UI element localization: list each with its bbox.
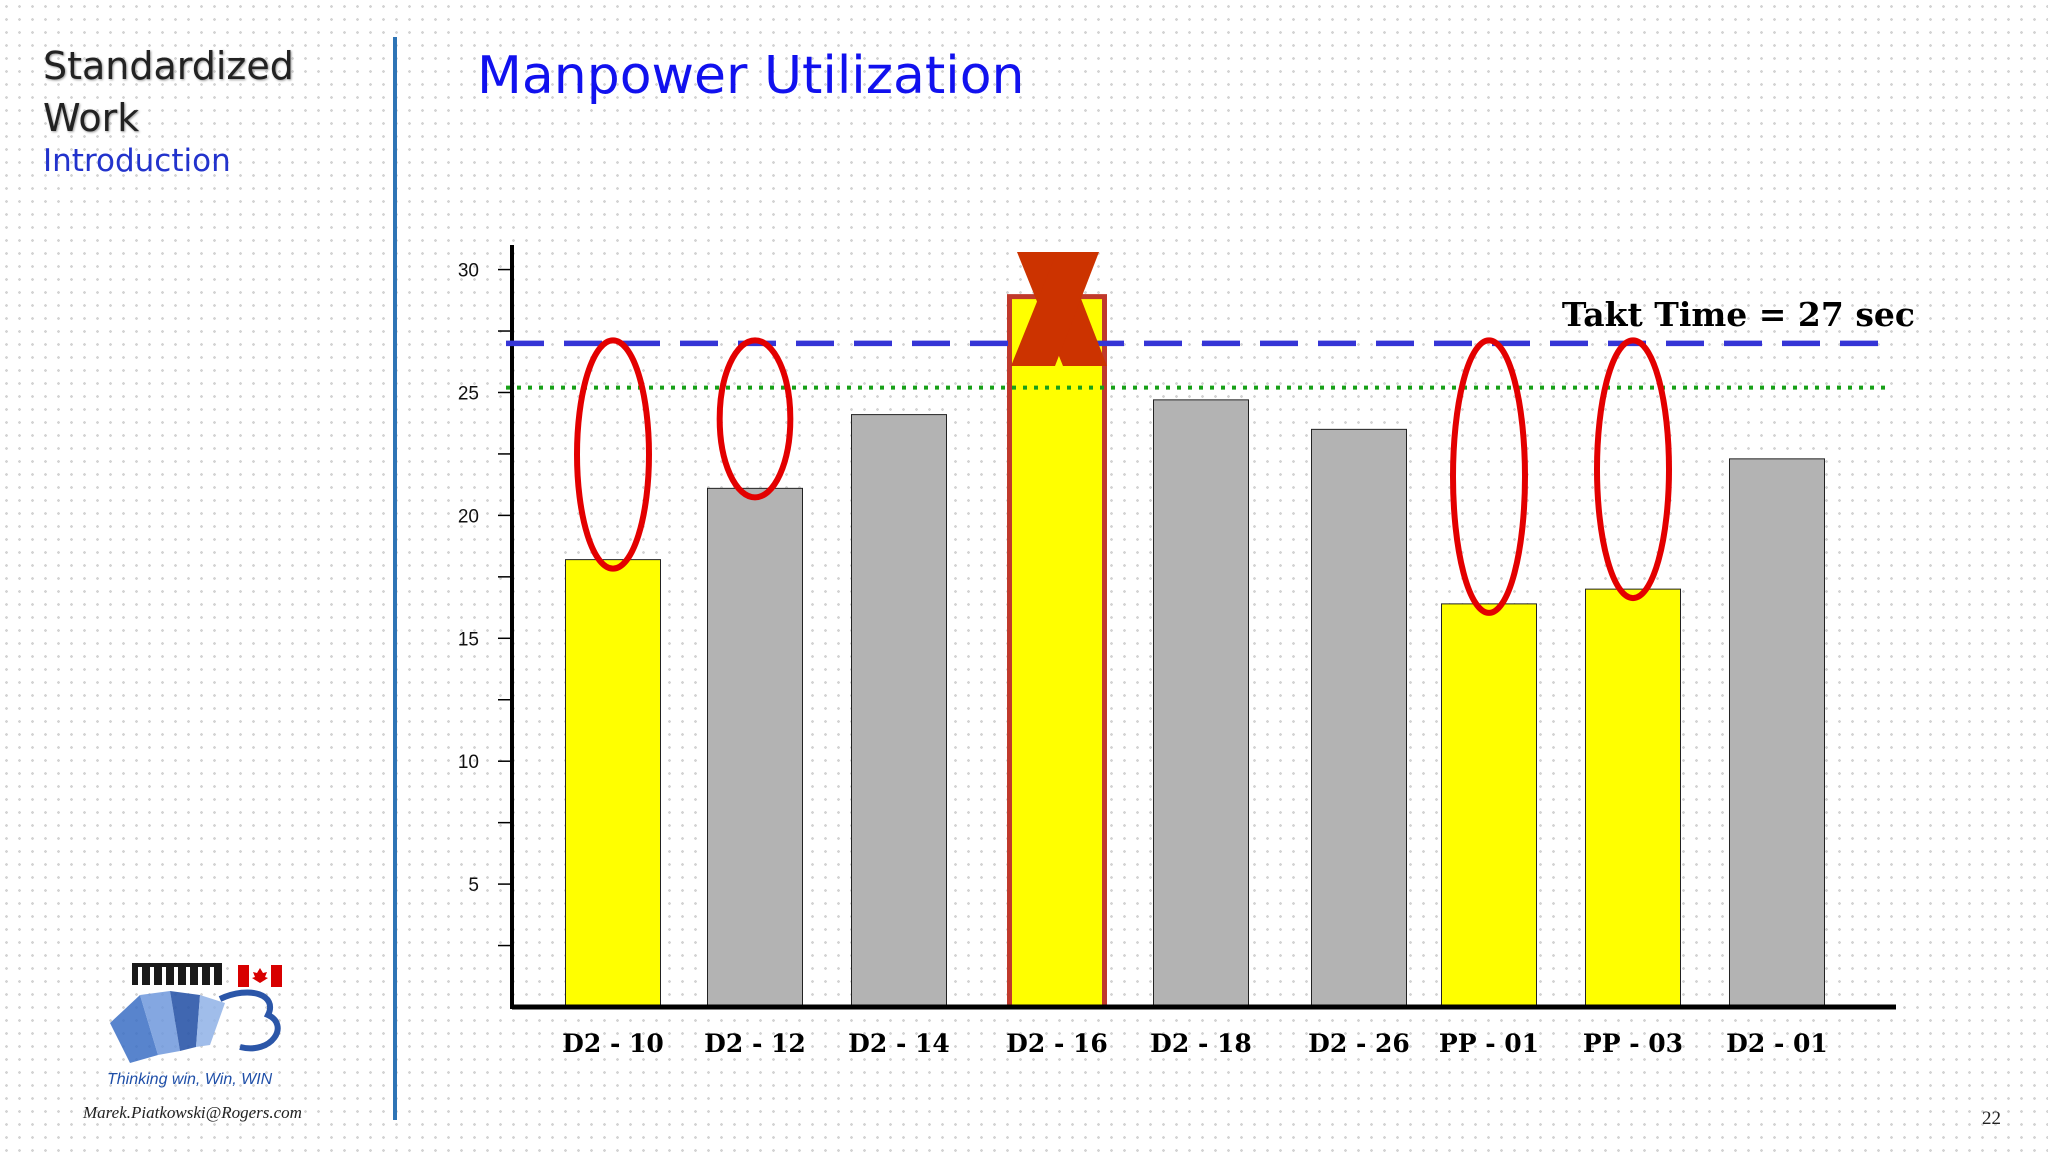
bar <box>565 559 661 1008</box>
slide-title: Manpower Utilization <box>477 46 1025 106</box>
x-tick-label: PP - 01 <box>1439 1029 1539 1058</box>
gap-circle <box>716 337 794 501</box>
bar <box>1311 428 1407 1008</box>
bar <box>1729 458 1825 1008</box>
gap-circle <box>574 337 652 572</box>
y-tick-label: 20 <box>458 506 479 527</box>
section-title: Standardized Work <box>43 40 363 144</box>
author-email: Marek.Piatkowski@Rogers.com <box>83 1103 302 1122</box>
bar <box>1441 603 1537 1008</box>
canada-flag-icon <box>238 965 282 987</box>
bar <box>707 487 803 1008</box>
logo-tagline: Thinking win, Win, WIN <box>107 1071 273 1088</box>
gap-circle <box>1594 337 1672 602</box>
x-tick-label: D2 - 26 <box>1308 1029 1410 1058</box>
bar <box>1153 399 1249 1008</box>
takt-time-label: Takt Time = 27 sec <box>1562 295 1915 334</box>
w3-logo <box>110 963 282 1063</box>
y-tick-label: 30 <box>458 261 479 282</box>
page-number: 22 <box>1982 1108 2001 1129</box>
x-tick-label: D2 - 16 <box>1006 1029 1108 1058</box>
w3-emblem-icon <box>110 989 281 1063</box>
bar <box>1007 294 1107 1010</box>
y-tick-label: 10 <box>458 752 479 773</box>
y-tick-label: 15 <box>458 629 479 650</box>
section-title-line1: Standardized <box>43 44 294 88</box>
cross-stroke-2 <box>1011 252 1099 366</box>
gap-circle <box>1450 337 1528 616</box>
x-tick-label: D2 - 14 <box>848 1029 950 1058</box>
x-tick-label: D2 - 01 <box>1726 1029 1828 1058</box>
divider-line <box>393 37 397 1120</box>
section-title-line2: Work <box>43 96 140 140</box>
y-tick-label: 25 <box>458 383 479 404</box>
bar <box>1585 588 1681 1008</box>
x-tick-label: PP - 03 <box>1583 1029 1683 1058</box>
x-tick-label: D2 - 10 <box>562 1029 664 1058</box>
section-subtitle: Introduction <box>43 143 231 179</box>
bar <box>851 414 947 1008</box>
people-silhouettes-icon <box>132 963 222 985</box>
x-tick-label: D2 - 18 <box>1150 1029 1252 1058</box>
y-tick-label: 5 <box>468 875 479 896</box>
x-tick-label: D2 - 12 <box>704 1029 806 1058</box>
